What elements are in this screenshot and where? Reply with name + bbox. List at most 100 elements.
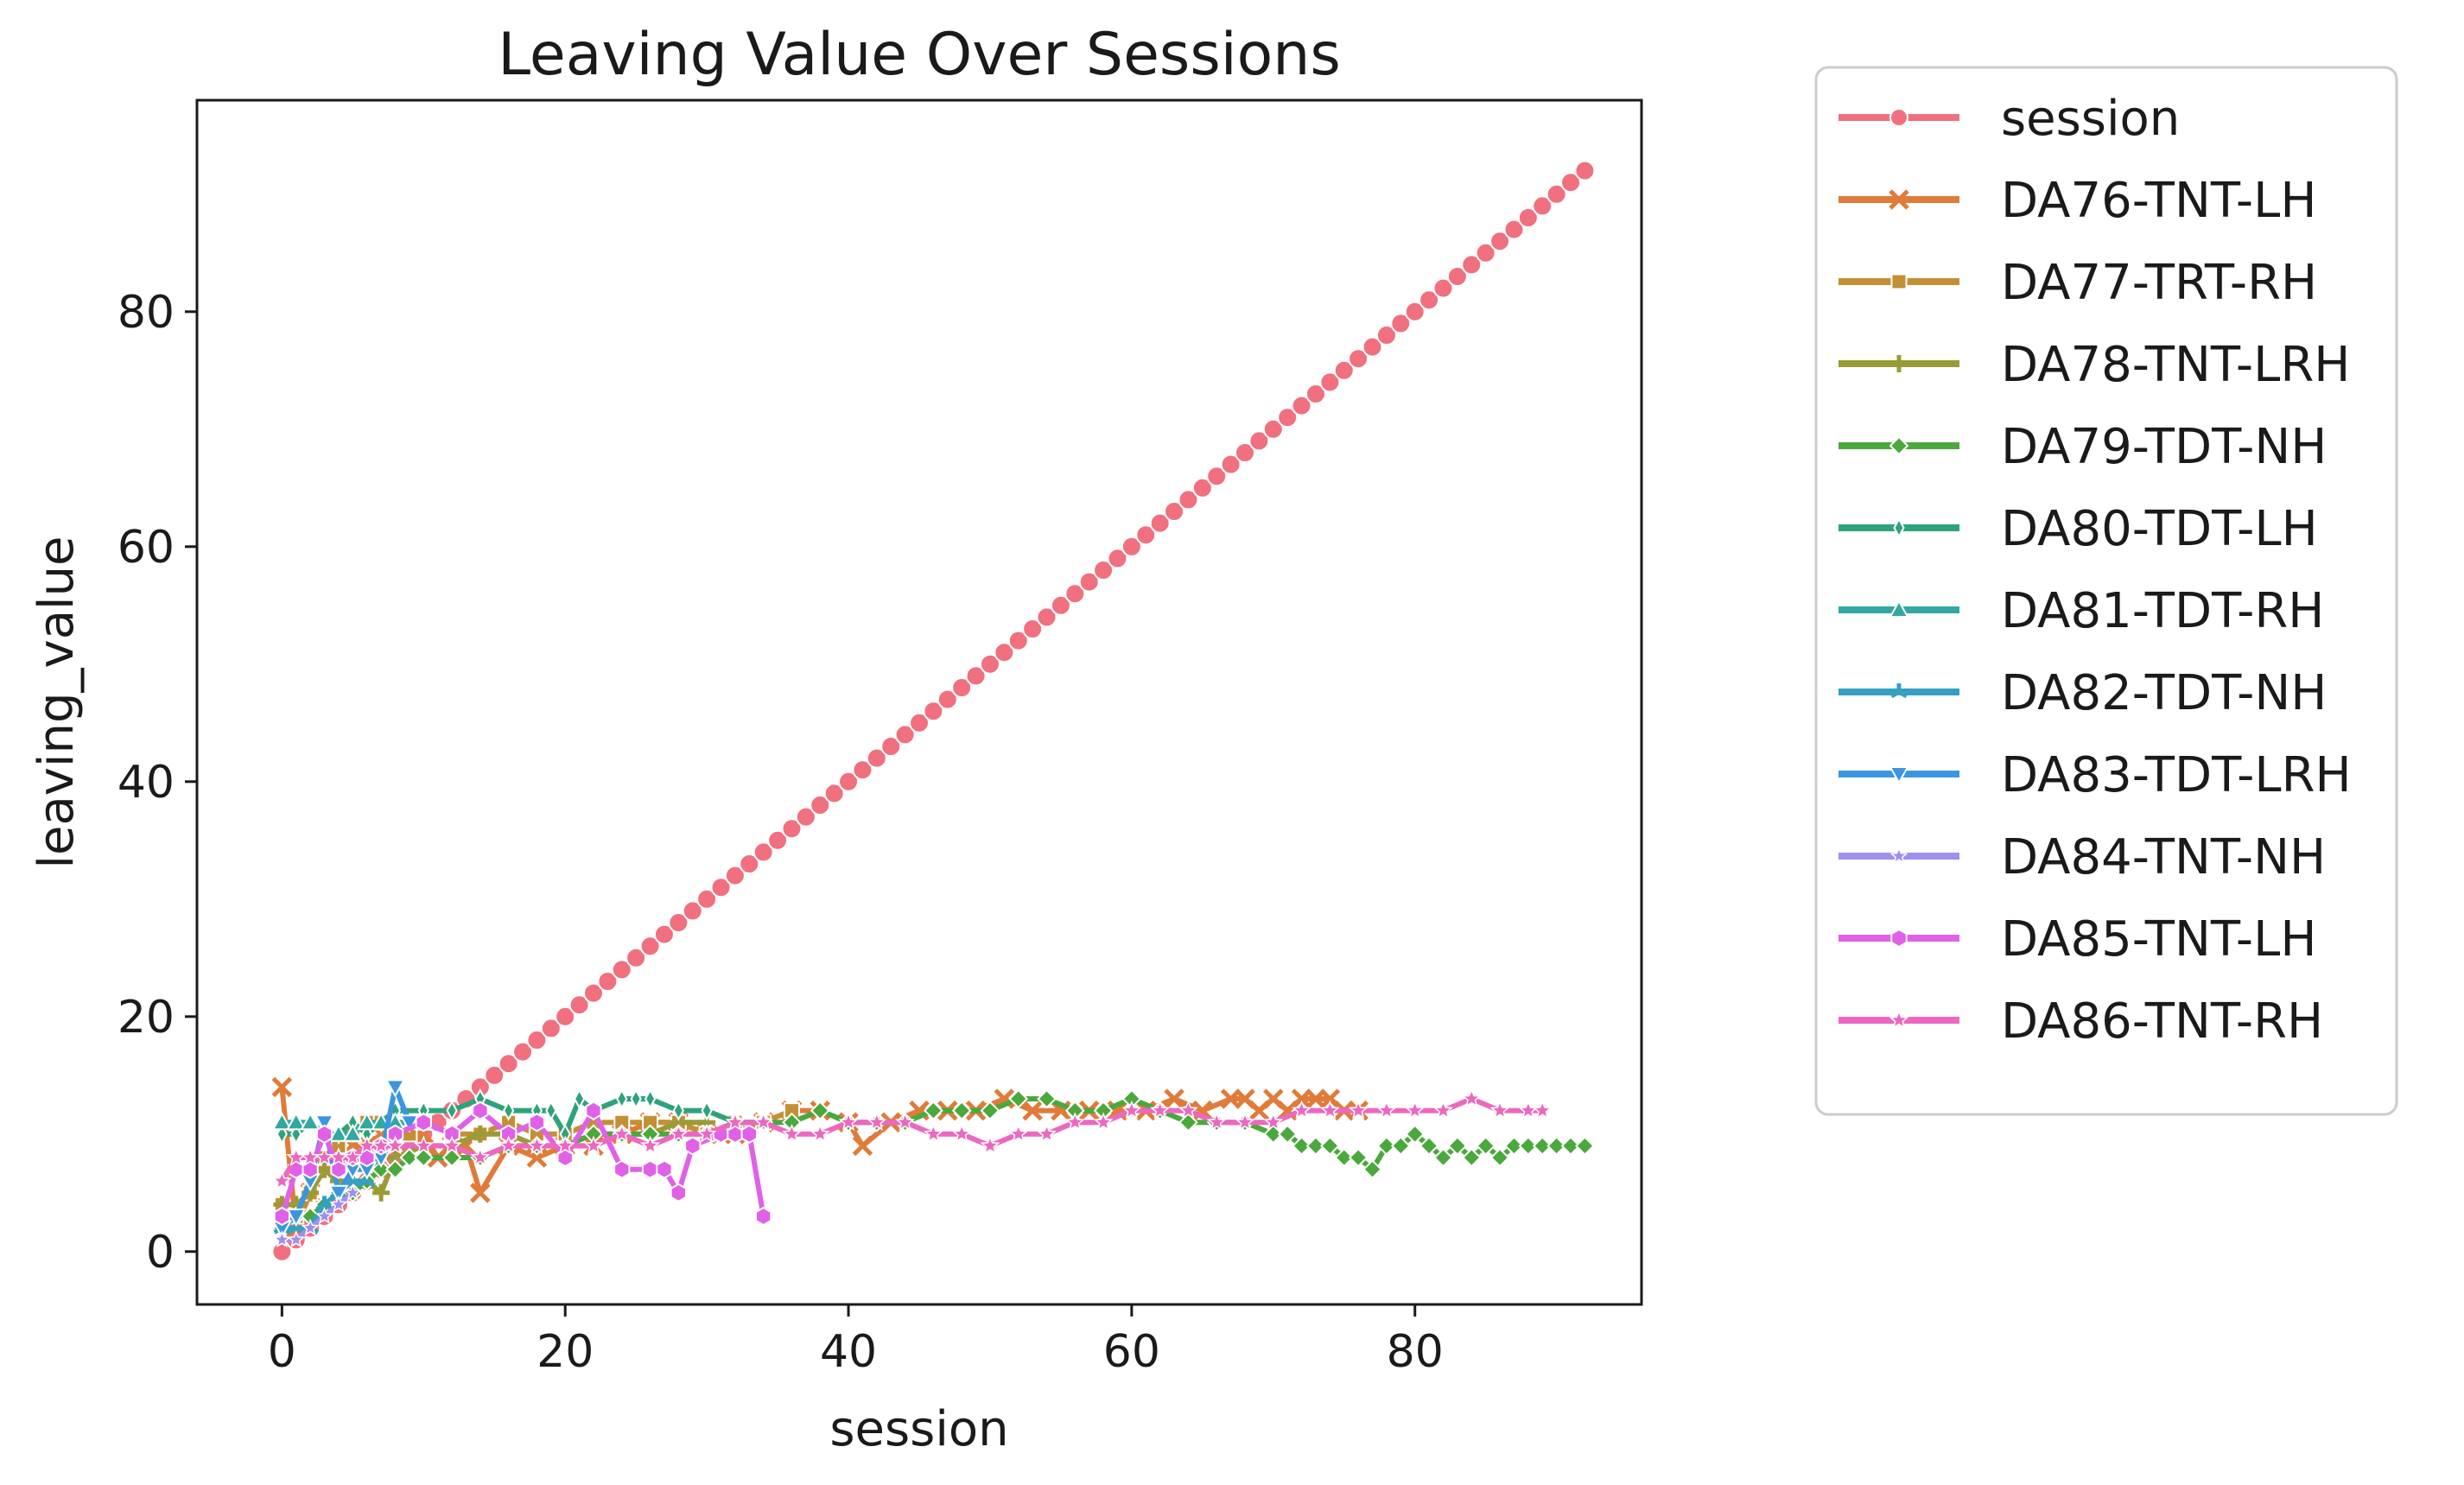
data-point xyxy=(684,1136,702,1156)
legend-entry: DA79-TDT-NH xyxy=(1838,419,2327,475)
legend-entry: DA86-TNT-RH xyxy=(1838,993,2323,1050)
data-point xyxy=(302,1159,319,1179)
data-point xyxy=(1333,359,1355,381)
x-tick-label: 40 xyxy=(820,1326,877,1378)
data-point xyxy=(1503,219,1525,240)
data-point xyxy=(1489,1100,1510,1120)
data-point xyxy=(767,829,789,851)
data-point xyxy=(1007,630,1029,651)
data-point xyxy=(753,1112,774,1131)
data-point xyxy=(823,783,845,804)
data-point xyxy=(1220,454,1242,475)
data-point xyxy=(656,1159,673,1179)
data-point xyxy=(330,1159,347,1179)
data-point xyxy=(1022,619,1044,639)
legend-marker xyxy=(1889,599,1909,618)
data-point xyxy=(1376,1100,1397,1120)
data-point xyxy=(371,1159,391,1180)
data-point xyxy=(613,1159,631,1179)
y-tick-label: 60 xyxy=(117,522,175,574)
data-point xyxy=(616,1088,628,1110)
data-point xyxy=(583,1135,604,1155)
data-point xyxy=(1405,1100,1426,1120)
y-axis: 0 20 40 60 80 xyxy=(117,287,197,1279)
data-point xyxy=(1348,348,1369,370)
legend-entry: DA83-TDT-LRH xyxy=(1838,747,2352,803)
legend-marker xyxy=(1889,766,1909,785)
data-point xyxy=(1178,489,1199,511)
data-point xyxy=(1404,301,1426,322)
data-point xyxy=(639,936,661,957)
data-point xyxy=(1390,1135,1411,1156)
data-point xyxy=(1235,1112,1255,1131)
data-point xyxy=(1419,1135,1439,1156)
data-point xyxy=(329,1195,348,1213)
data-point xyxy=(810,795,831,815)
data-point xyxy=(1305,1135,1326,1156)
data-point xyxy=(612,1123,632,1143)
data-point xyxy=(315,1207,333,1224)
data-point xyxy=(795,806,816,828)
data-point xyxy=(994,642,1015,663)
data-point xyxy=(781,818,803,840)
data-point xyxy=(1546,183,1567,205)
data-point xyxy=(1064,1112,1085,1131)
data-point xyxy=(1107,548,1128,569)
legend-entry: DA78-TNT-LRH xyxy=(1838,337,2350,393)
data-point xyxy=(1121,1100,1142,1120)
data-point xyxy=(512,1041,534,1063)
data-point xyxy=(668,1123,689,1143)
data-point xyxy=(1292,1135,1312,1156)
data-point xyxy=(1150,1100,1171,1120)
data-point xyxy=(611,959,632,980)
y-tick-label: 40 xyxy=(117,757,175,809)
data-point xyxy=(725,1112,746,1131)
data-point xyxy=(470,1183,491,1203)
legend-marker xyxy=(1890,273,1908,290)
data-point xyxy=(328,1123,349,1142)
data-point xyxy=(573,1088,586,1110)
legend-items: session DA76-TNT-LH DA77-TRT-RH DA78-TNT-LR… xyxy=(1838,91,2352,1050)
data-point xyxy=(670,1183,687,1203)
data-point xyxy=(852,759,873,781)
data-point xyxy=(810,1123,830,1143)
data-point xyxy=(384,1079,406,1098)
data-point xyxy=(1419,289,1440,311)
data-point xyxy=(1050,594,1071,616)
data-point xyxy=(555,1135,575,1155)
data-point xyxy=(1532,1135,1553,1156)
data-point xyxy=(286,1112,307,1131)
x-tick-label: 80 xyxy=(1387,1326,1444,1378)
data-point xyxy=(1206,1112,1227,1131)
plot-frame xyxy=(195,98,1643,1306)
data-point xyxy=(1022,1100,1043,1121)
data-point xyxy=(1064,583,1086,605)
y-tick-label: 20 xyxy=(117,992,175,1044)
data-point xyxy=(1489,231,1511,252)
chart-title: Leaving Value Over Sessions xyxy=(498,21,1341,89)
data-point xyxy=(471,1125,489,1143)
legend-marker xyxy=(1889,847,1908,864)
data-point xyxy=(696,1123,717,1143)
data-point xyxy=(1447,1135,1468,1156)
data-point xyxy=(1121,536,1142,557)
data-point xyxy=(1037,1123,1057,1143)
legend-label: DA78-TNT-LRH xyxy=(2001,337,2350,393)
data-point xyxy=(923,701,944,722)
data-point xyxy=(1348,1100,1369,1120)
data-point xyxy=(385,1135,405,1155)
legend-label: DA79-TDT-NH xyxy=(2001,419,2327,475)
data-point xyxy=(937,689,958,710)
data-point xyxy=(653,923,675,945)
data-point xyxy=(1518,1100,1539,1120)
data-point xyxy=(1362,1159,1382,1180)
y-tick-label: 80 xyxy=(117,287,175,339)
legend-entry: DA80-TDT-LH xyxy=(1838,501,2318,557)
data-point xyxy=(526,1030,548,1050)
data-point xyxy=(1135,524,1157,546)
data-point xyxy=(1532,1100,1553,1120)
data-point xyxy=(682,900,703,922)
data-point xyxy=(441,1147,462,1168)
data-point xyxy=(951,1123,972,1143)
data-point xyxy=(895,1112,915,1131)
